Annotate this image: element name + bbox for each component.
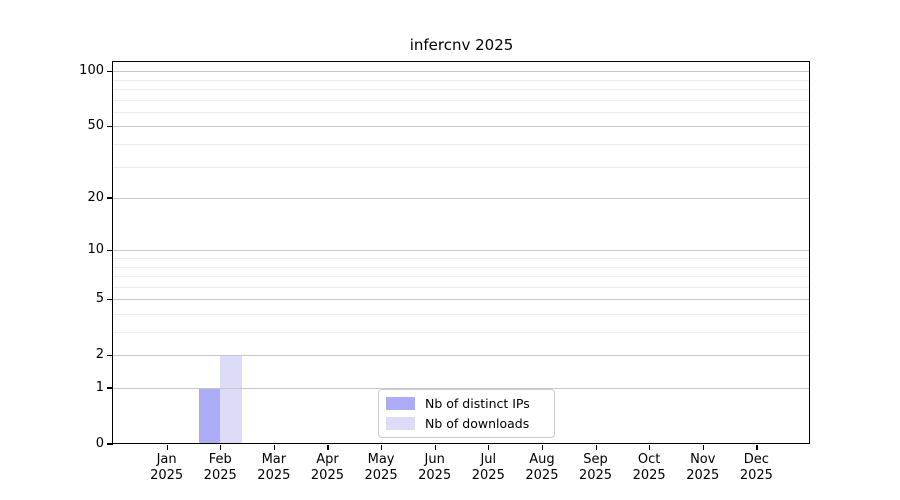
gridline-minor [113, 276, 810, 278]
legend: Nb of distinct IPs Nb of downloads [378, 389, 555, 438]
x-axis-tick [488, 445, 490, 450]
bar-nb-of-distinct-ips [198, 388, 221, 444]
plot-area [113, 62, 810, 444]
legend-entry-downloads: Nb of downloads [386, 414, 546, 433]
x-axis-tick-label: Jun 2025 [418, 452, 452, 483]
x-axis-tick-label: Jan 2025 [150, 452, 184, 483]
legend-entry-distinct-ips: Nb of distinct IPs [386, 394, 546, 413]
x-axis-tick-label: May 2025 [364, 452, 398, 483]
y-axis-tick-label: 50 [87, 118, 104, 134]
x-axis-tick [166, 445, 168, 450]
x-axis-tick [756, 445, 758, 450]
gridline-minor [113, 332, 810, 334]
x-axis-tick [327, 445, 329, 450]
bar-nb-of-downloads [220, 355, 242, 444]
y-axis-tick-label: 100 [79, 63, 104, 79]
y-axis-tick-label: 2 [95, 347, 104, 363]
y-axis-tick [107, 443, 113, 445]
gridline-minor [113, 99, 810, 101]
gridline-minor [113, 166, 810, 168]
x-axis-tick [220, 445, 222, 450]
chart-title: infercnv 2025 [409, 36, 514, 54]
gridline-minor [113, 313, 810, 315]
x-axis-tick-label: Sep 2025 [578, 452, 613, 483]
gridline-minor [113, 258, 810, 259]
gridline-major [113, 71, 810, 73]
x-axis-tick-label: Jul 2025 [471, 452, 505, 483]
x-axis-tick [541, 445, 544, 450]
gridline-major [113, 388, 810, 389]
x-axis-tick-label: Nov 2025 [686, 452, 720, 483]
y-axis-tick [107, 125, 113, 127]
y-axis-tick [107, 197, 113, 199]
legend-label-distinct-ips: Nb of distinct IPs [425, 396, 530, 411]
legend-swatch-downloads [386, 417, 415, 430]
legend-swatch-distinct-ips [386, 397, 415, 410]
y-axis-tick-label: 20 [87, 190, 104, 206]
x-axis-tick [702, 445, 704, 450]
gridline-major [113, 250, 810, 252]
gridline-major [113, 355, 810, 357]
gridline-minor [113, 266, 810, 268]
y-axis-tick [107, 249, 113, 251]
y-axis-tick [107, 354, 113, 356]
gridline-major [113, 198, 810, 200]
x-axis-tick [595, 445, 597, 450]
gridline-major [113, 299, 810, 301]
legend-label-downloads: Nb of downloads [425, 416, 530, 431]
y-axis-tick [107, 387, 113, 389]
y-axis-tick [107, 298, 113, 300]
gridline-minor [113, 111, 810, 113]
y-axis-tick-label: 10 [87, 242, 104, 258]
gridline-minor [113, 286, 810, 288]
x-axis-tick [649, 445, 651, 450]
x-axis-tick-label: Dec 2025 [739, 452, 773, 483]
x-axis-tick [273, 445, 276, 450]
gridline-major [113, 126, 810, 128]
y-axis-tick-label: 1 [95, 380, 104, 395]
x-axis-tick-label: Aug 2025 [525, 452, 559, 483]
gridline-minor [113, 89, 810, 91]
gridline-minor [113, 79, 810, 81]
x-axis-tick [381, 445, 383, 450]
x-axis-tick-label: Apr 2025 [310, 452, 344, 483]
gridline-minor [113, 144, 810, 146]
x-axis-tick-label: Oct 2025 [632, 452, 666, 483]
x-axis-tick-label: Feb 2025 [203, 452, 237, 483]
x-axis-tick-label: Mar 2025 [257, 452, 291, 483]
y-axis-tick-label: 0 [95, 436, 104, 451]
y-axis-tick-label: 5 [95, 291, 104, 307]
x-axis-tick [434, 445, 436, 450]
y-axis-tick [107, 70, 113, 72]
